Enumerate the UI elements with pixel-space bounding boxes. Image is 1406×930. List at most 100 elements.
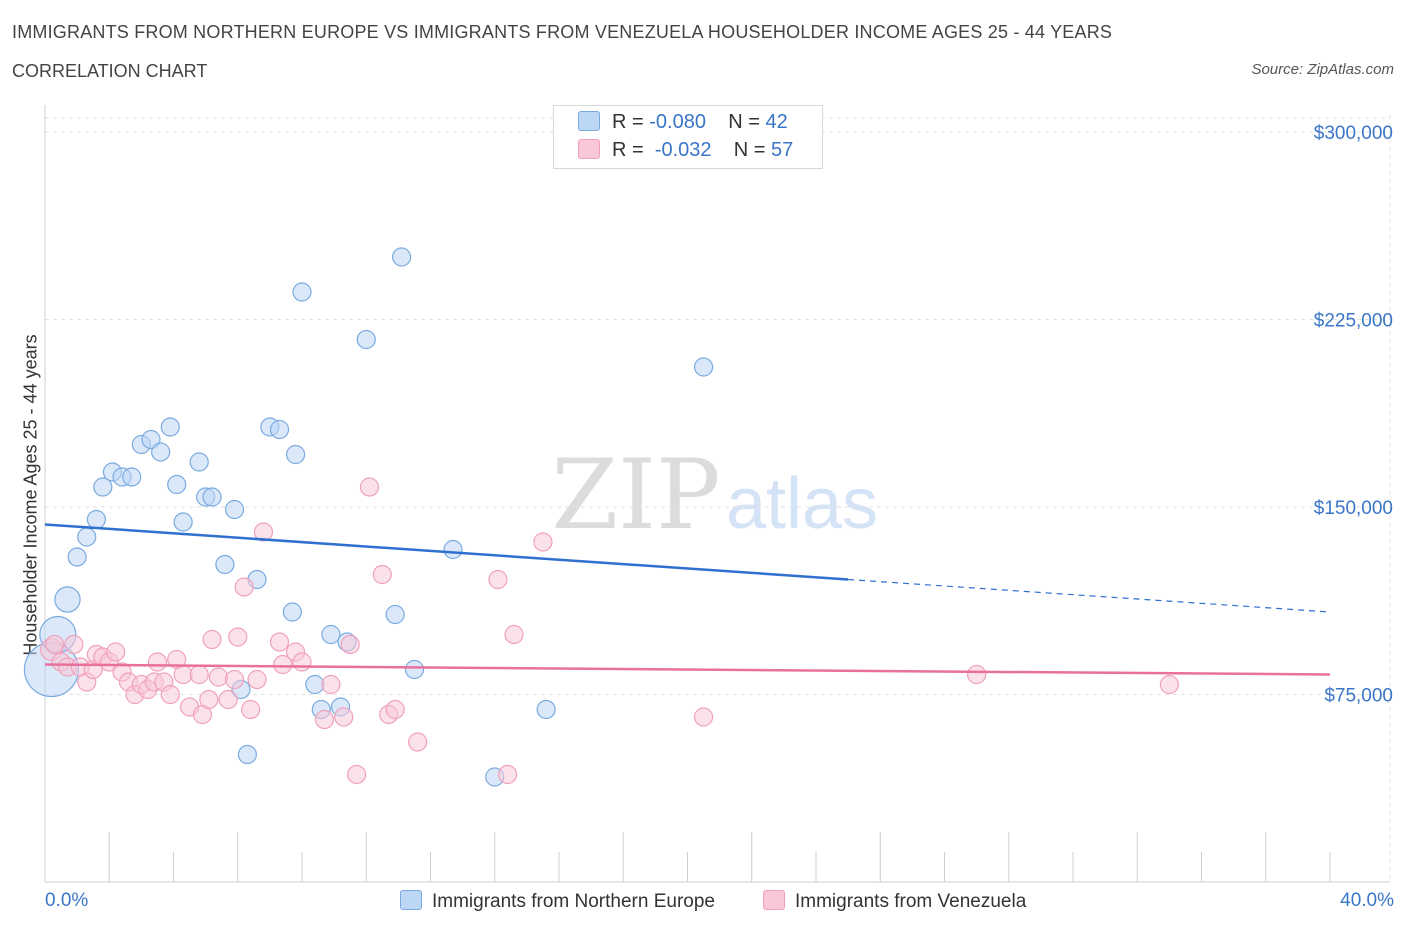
point-venezuela	[1159, 674, 1179, 695]
trend-line-northern-europe	[44, 523, 849, 581]
point-northern-europe	[292, 282, 312, 302]
watermark-zip: ZIP	[551, 439, 720, 551]
point-venezuela	[340, 634, 360, 655]
point-northern-europe	[385, 604, 405, 625]
point-venezuela	[147, 652, 168, 672]
legend-swatch-northern-europe	[578, 111, 600, 131]
point-venezuela	[247, 669, 267, 690]
point-venezuela	[106, 642, 126, 662]
point-northern-europe	[269, 419, 290, 440]
point-venezuela	[253, 522, 274, 542]
point-northern-europe	[321, 624, 341, 645]
point-northern-europe	[356, 329, 376, 350]
point-venezuela	[498, 764, 518, 785]
bottom-legend-northern-europe: Immigrants from Northern Europe	[400, 890, 715, 914]
source-label: Source: ZipAtlas.com	[1251, 61, 1394, 78]
point-northern-europe	[536, 699, 556, 720]
y-tick-label: $150,000	[1314, 498, 1393, 519]
point-northern-europe	[67, 547, 87, 567]
point-venezuela	[488, 569, 508, 590]
y-tick-label: $225,000	[1314, 311, 1393, 332]
point-venezuela	[224, 669, 245, 690]
point-northern-europe	[237, 744, 257, 765]
point-northern-europe	[285, 444, 306, 465]
point-venezuela	[533, 532, 553, 552]
point-northern-europe	[173, 512, 193, 532]
x-axis-min-label: 0.0%	[45, 890, 89, 911]
chart-title: IMMIGRANTS FROM NORTHERN EUROPE VS IMMIG…	[12, 22, 1113, 42]
point-venezuela	[359, 477, 380, 497]
legend-n-label: N =	[728, 111, 760, 133]
point-northern-europe	[167, 474, 187, 495]
point-venezuela	[385, 699, 405, 720]
point-venezuela	[269, 632, 290, 652]
y-tick-label: $300,000	[1314, 123, 1393, 144]
chart-subtitle: CORRELATION CHART	[12, 61, 208, 81]
bottom-legend-label-venezuela: Immigrants from Venezuela	[795, 891, 1027, 912]
point-venezuela	[504, 624, 524, 645]
stats-legend: R = -0.080 N = 42 R = -0.032 N = 57	[553, 105, 823, 169]
point-northern-europe	[93, 477, 113, 497]
trend-line-venezuela	[44, 663, 1331, 676]
point-northern-europe	[215, 554, 235, 575]
point-venezuela	[228, 627, 248, 647]
legend-r-label: R =	[612, 111, 644, 133]
bottom-legend-swatch-venezuela	[763, 890, 785, 910]
point-northern-europe	[391, 247, 412, 267]
point-northern-europe	[77, 527, 97, 547]
point-venezuela	[218, 689, 238, 710]
watermark: ZIP atlas	[551, 439, 878, 551]
point-northern-europe	[86, 509, 107, 530]
point-northern-europe	[189, 452, 209, 472]
trend-line-northern-europe-projection	[848, 578, 1331, 613]
y-tick-labels: $75,000 $150,000 $225,000 $300,000	[1314, 123, 1393, 707]
point-venezuela	[292, 652, 312, 672]
point-venezuela	[189, 664, 209, 685]
watermark-atlas: atlas	[726, 464, 878, 544]
point-northern-europe	[305, 674, 325, 695]
point-venezuela	[202, 629, 222, 650]
point-northern-europe	[54, 586, 81, 613]
x-axis-max-label: 40.0%	[1340, 890, 1394, 911]
point-venezuela	[321, 674, 341, 695]
point-northern-europe	[160, 417, 180, 437]
point-venezuela	[408, 732, 428, 752]
point-venezuela	[334, 707, 354, 727]
point-venezuela	[347, 764, 367, 785]
trend-lines	[44, 523, 1331, 676]
point-venezuela	[693, 707, 714, 727]
data-points	[23, 247, 1179, 787]
point-northern-europe	[122, 467, 142, 487]
bottom-legend-swatch-northern-europe	[400, 890, 422, 910]
point-venezuela	[45, 634, 65, 655]
point-venezuela	[241, 699, 261, 720]
legend-r-label: R =	[612, 139, 644, 161]
legend-n-label: N =	[733, 139, 766, 161]
axes	[44, 105, 1390, 883]
point-venezuela	[273, 654, 293, 675]
point-northern-europe	[282, 602, 302, 622]
bottom-legend-venezuela: Immigrants from Venezuela	[763, 890, 1026, 914]
point-venezuela	[173, 664, 193, 685]
point-venezuela	[234, 577, 254, 597]
point-venezuela	[160, 684, 180, 705]
point-venezuela	[314, 709, 335, 730]
legend-r-value-venezuela: -0.032	[654, 139, 712, 161]
point-venezuela	[372, 564, 392, 585]
legend-n-value-venezuela: 57	[771, 139, 794, 161]
point-venezuela	[208, 667, 229, 687]
legend-n-value-northern-europe: 42	[765, 111, 788, 133]
point-northern-europe	[202, 487, 222, 507]
point-northern-europe	[443, 539, 463, 560]
legend-row-northern-europe: R = -0.080 N = 42	[578, 111, 788, 137]
point-venezuela	[967, 664, 987, 685]
point-venezuela	[199, 689, 219, 710]
y-tick-label: $75,000	[1324, 686, 1393, 707]
point-venezuela	[64, 634, 84, 655]
point-northern-europe	[224, 499, 245, 520]
legend-swatch-venezuela	[578, 139, 600, 159]
legend-row-venezuela: R = -0.032 N = 57	[578, 139, 793, 165]
bottom-legend-label-northern-europe: Immigrants from Northern Europe	[432, 891, 715, 912]
point-northern-europe	[693, 357, 714, 377]
